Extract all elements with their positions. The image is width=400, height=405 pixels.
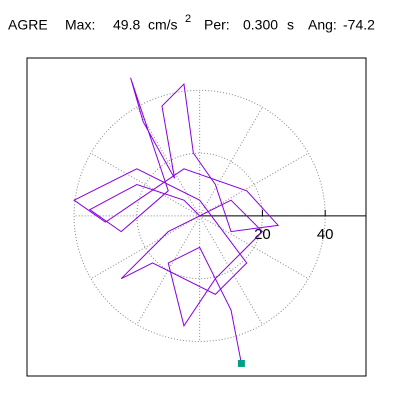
spoke [90, 152, 200, 217]
max-unit-power: 2 [185, 13, 191, 25]
max-label: Max: [65, 17, 95, 33]
angle-label: Ang: [308, 17, 337, 33]
end-marker [237, 359, 245, 367]
max-unit: cm/s [148, 17, 178, 33]
period-value: 0.300 [243, 17, 278, 33]
trajectory [73, 77, 280, 364]
station: AGRE [8, 17, 48, 33]
angle-value: -74.2 [343, 17, 375, 33]
x-tick-label: 20 [254, 226, 271, 243]
period-unit: s [287, 17, 294, 33]
plot-frame [26, 57, 367, 377]
spoke [199, 106, 263, 217]
spoke [199, 215, 263, 325]
spoke [90, 215, 200, 280]
x-tick-label: 40 [317, 226, 334, 243]
max-value: 49.8 [113, 17, 140, 33]
period-label: Per: [204, 17, 230, 33]
